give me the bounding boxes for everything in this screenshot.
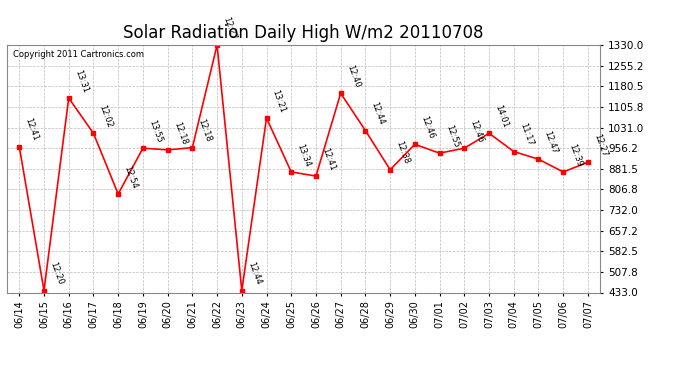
Text: 13:34: 13:34	[295, 142, 312, 168]
Text: 12:47: 12:47	[542, 129, 560, 155]
Text: 12:55: 12:55	[444, 124, 460, 149]
Text: 12:18: 12:18	[172, 120, 188, 146]
Text: 12:40: 12:40	[345, 64, 362, 89]
Text: 13:21: 13:21	[270, 88, 287, 114]
Text: 14:01: 14:01	[493, 104, 510, 129]
Text: 12:44: 12:44	[370, 101, 386, 126]
Text: 12:20: 12:20	[48, 261, 65, 286]
Title: Solar Radiation Daily High W/m2 20110708: Solar Radiation Daily High W/m2 20110708	[124, 24, 484, 42]
Text: 12:46: 12:46	[469, 118, 485, 144]
Text: 12:54: 12:54	[122, 164, 139, 190]
Text: Copyright 2011 Cartronics.com: Copyright 2011 Cartronics.com	[13, 50, 144, 59]
Text: 13:31: 13:31	[73, 68, 90, 94]
Text: 11:17: 11:17	[518, 122, 535, 147]
Text: 12:18: 12:18	[197, 118, 213, 144]
Text: 12:46: 12:46	[419, 115, 435, 140]
Text: 12:27: 12:27	[592, 133, 609, 158]
Text: 12:39: 12:39	[567, 142, 584, 168]
Text: 12:41: 12:41	[320, 147, 337, 172]
Text: 12:38: 12:38	[394, 140, 411, 165]
Text: 12:41: 12:41	[23, 117, 40, 142]
Text: 12:44: 12:44	[246, 261, 262, 286]
Text: 12:27: 12:27	[221, 15, 238, 41]
Text: 13:55: 13:55	[147, 118, 164, 144]
Text: 12:02: 12:02	[97, 104, 114, 129]
